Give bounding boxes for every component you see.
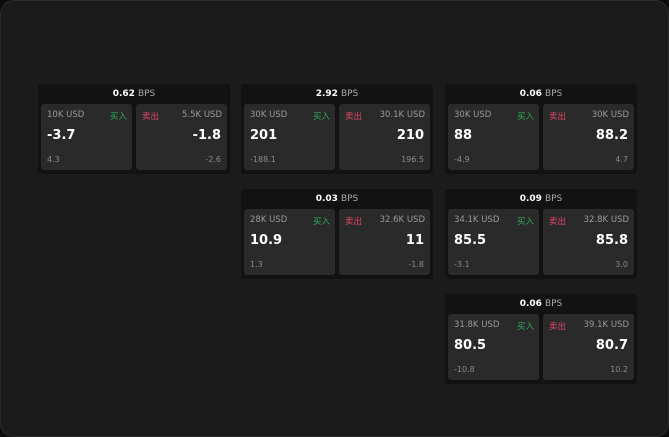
buy-label: 买入 — [516, 322, 534, 332]
spread-unit: BPS — [544, 89, 563, 99]
sell-size: 39.1K USD — [583, 320, 629, 330]
sell-delta: 3.0 — [615, 260, 628, 269]
spread-unit: BPS — [544, 299, 563, 309]
quote-card: 0.62 BPS 10K USD 买入 -3.7 4.3 卖出 5.5K USD -1… — [38, 84, 230, 174]
quote-card: 0.09 BPS 34.1K USD 买入 85.5 -3.1 卖出 32.8K US… — [445, 189, 637, 279]
buy-size: 30K USD — [250, 110, 288, 120]
buy-button[interactable]: 10K USD 买入 -3.7 4.3 — [41, 104, 132, 170]
sell-size: 30K USD — [591, 110, 629, 120]
sell-button[interactable]: 卖出 30K USD 88.2 4.7 — [543, 104, 634, 170]
buy-delta: -4.9 — [454, 155, 470, 164]
spread-value: 0.09 — [519, 194, 542, 204]
buy-price: 88 — [454, 128, 473, 143]
quote-card: 0.06 BPS 30K USD 买入 88 -4.9 卖出 30K USD 88.2… — [445, 84, 637, 174]
buy-price: 85.5 — [454, 233, 487, 248]
buy-label: 买入 — [516, 217, 534, 227]
sell-price: 80.7 — [595, 338, 628, 353]
sell-label: 卖出 — [345, 217, 363, 227]
sell-size: 32.8K USD — [583, 215, 629, 225]
buy-size: 10K USD — [47, 110, 85, 120]
buy-label: 买入 — [312, 217, 330, 227]
sell-price: 85.8 — [595, 233, 628, 248]
spread-header: 0.09 BPS — [445, 189, 637, 209]
spread-unit: BPS — [340, 194, 359, 204]
sell-label: 卖出 — [345, 112, 363, 122]
spread-value: 0.06 — [519, 299, 542, 309]
sell-label: 卖出 — [142, 112, 160, 122]
sell-delta: 4.7 — [615, 155, 628, 164]
sell-size: 30.1K USD — [379, 110, 425, 120]
sell-button[interactable]: 卖出 30.1K USD 210 196.5 — [339, 104, 430, 170]
spread-unit: BPS — [137, 89, 156, 99]
quote-card: 0.03 BPS 28K USD 买入 10.9 1.3 卖出 32.6K USD 1… — [241, 189, 433, 279]
buy-delta: 1.3 — [250, 260, 263, 269]
quote-card: 2.92 BPS 30K USD 买入 201 -188.1 卖出 30.1K USD… — [241, 84, 433, 174]
sell-size: 32.6K USD — [379, 215, 425, 225]
buy-price: 80.5 — [454, 338, 487, 353]
sell-delta: -1.8 — [408, 260, 424, 269]
buy-delta: -3.1 — [454, 260, 470, 269]
spread-header: 0.06 BPS — [445, 294, 637, 314]
spread-unit: BPS — [340, 89, 359, 99]
buy-label: 买入 — [109, 112, 127, 122]
sell-label: 卖出 — [549, 112, 567, 122]
spread-header: 0.03 BPS — [241, 189, 433, 209]
buy-label: 买入 — [312, 112, 330, 122]
spread-value: 0.06 — [519, 89, 542, 99]
buy-price: 10.9 — [250, 233, 283, 248]
sell-delta: 10.2 — [610, 365, 628, 374]
buy-delta: -188.1 — [250, 155, 276, 164]
buy-size: 28K USD — [250, 215, 288, 225]
sell-price: 11 — [405, 233, 424, 248]
buy-button[interactable]: 30K USD 买入 201 -188.1 — [244, 104, 335, 170]
buy-button[interactable]: 34.1K USD 买入 85.5 -3.1 — [448, 209, 539, 275]
sell-button[interactable]: 卖出 39.1K USD 80.7 10.2 — [543, 314, 634, 380]
sell-button[interactable]: 卖出 32.8K USD 85.8 3.0 — [543, 209, 634, 275]
sell-delta: -2.6 — [205, 155, 221, 164]
spread-value: 2.92 — [315, 89, 338, 99]
sell-price: 88.2 — [595, 128, 628, 143]
sell-button[interactable]: 卖出 32.6K USD 11 -1.8 — [339, 209, 430, 275]
sell-price: 210 — [396, 128, 424, 143]
buy-button[interactable]: 31.8K USD 买入 80.5 -10.8 — [448, 314, 539, 380]
buy-delta: 4.3 — [47, 155, 60, 164]
spread-unit: BPS — [544, 194, 563, 204]
sell-button[interactable]: 卖出 5.5K USD -1.8 -2.6 — [136, 104, 227, 170]
sell-size: 5.5K USD — [182, 110, 222, 120]
buy-button[interactable]: 30K USD 买入 88 -4.9 — [448, 104, 539, 170]
buy-size: 31.8K USD — [454, 320, 500, 330]
spread-header: 0.06 BPS — [445, 84, 637, 104]
spread-header: 2.92 BPS — [241, 84, 433, 104]
spread-header: 0.62 BPS — [38, 84, 230, 104]
buy-size: 30K USD — [454, 110, 492, 120]
sell-price: -1.8 — [192, 128, 221, 143]
spread-value: 0.03 — [315, 194, 338, 204]
buy-size: 34.1K USD — [454, 215, 500, 225]
spread-value: 0.62 — [112, 89, 135, 99]
buy-price: -3.7 — [47, 128, 76, 143]
buy-label: 买入 — [516, 112, 534, 122]
buy-delta: -10.8 — [454, 365, 475, 374]
buy-price: 201 — [250, 128, 278, 143]
quote-card: 0.06 BPS 31.8K USD 买入 80.5 -10.8 卖出 39.1K U… — [445, 294, 637, 384]
sell-delta: 196.5 — [401, 155, 424, 164]
sell-label: 卖出 — [549, 322, 567, 332]
buy-button[interactable]: 28K USD 买入 10.9 1.3 — [244, 209, 335, 275]
sell-label: 卖出 — [549, 217, 567, 227]
